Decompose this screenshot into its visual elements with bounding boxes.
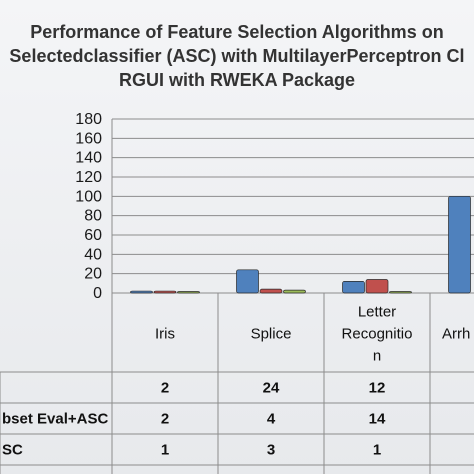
bar bbox=[365, 279, 389, 294]
bar bbox=[283, 289, 306, 294]
category-label: Letter bbox=[358, 304, 396, 321]
bar bbox=[177, 291, 200, 294]
y-tick-label: 80 bbox=[84, 208, 102, 225]
table-value: 1 bbox=[373, 442, 381, 459]
y-tick-label: 60 bbox=[84, 227, 102, 244]
bar bbox=[130, 290, 153, 294]
bar bbox=[448, 195, 471, 294]
y-tick-label: 140 bbox=[75, 150, 102, 167]
table-value: 1 bbox=[161, 442, 169, 459]
y-tick-label: 0 bbox=[93, 285, 102, 302]
series-label: SC bbox=[2, 442, 23, 459]
series-label: bset Eval+ASC bbox=[2, 411, 108, 428]
category-label: Splice bbox=[251, 326, 292, 343]
y-tick-label: 180 bbox=[75, 111, 102, 128]
table-value: 2 bbox=[161, 380, 169, 397]
bar bbox=[389, 291, 412, 294]
table-value: 3 bbox=[267, 442, 275, 459]
y-tick-label: 40 bbox=[84, 246, 102, 263]
category-label: Recognitio bbox=[342, 326, 413, 343]
y-tick-label: 120 bbox=[75, 169, 102, 186]
y-tick-label: 160 bbox=[75, 130, 102, 147]
bar bbox=[236, 269, 259, 294]
category-label: n bbox=[373, 348, 381, 365]
y-tick-label: 100 bbox=[75, 188, 102, 205]
bar bbox=[259, 288, 283, 294]
title-line-2: Selectedclassifier (ASC) with Multilayer… bbox=[9, 46, 465, 66]
title-line-3: RGUI with RWEKA Package bbox=[118, 70, 356, 90]
chart-title: Performance of Feature Selection Algorit… bbox=[0, 20, 474, 92]
table-value: 2 bbox=[161, 411, 169, 428]
category-label: Iris bbox=[155, 326, 175, 343]
y-tick-label: 20 bbox=[84, 266, 102, 283]
table-value: 4 bbox=[267, 411, 276, 428]
table-value: 14 bbox=[369, 411, 386, 428]
bar bbox=[153, 290, 177, 294]
category-label: Arrh bbox=[442, 326, 470, 343]
bar bbox=[342, 281, 365, 294]
title-line-1: Performance of Feature Selection Algorit… bbox=[30, 22, 444, 42]
table-value: 12 bbox=[369, 380, 386, 397]
table-value: 24 bbox=[263, 380, 280, 397]
